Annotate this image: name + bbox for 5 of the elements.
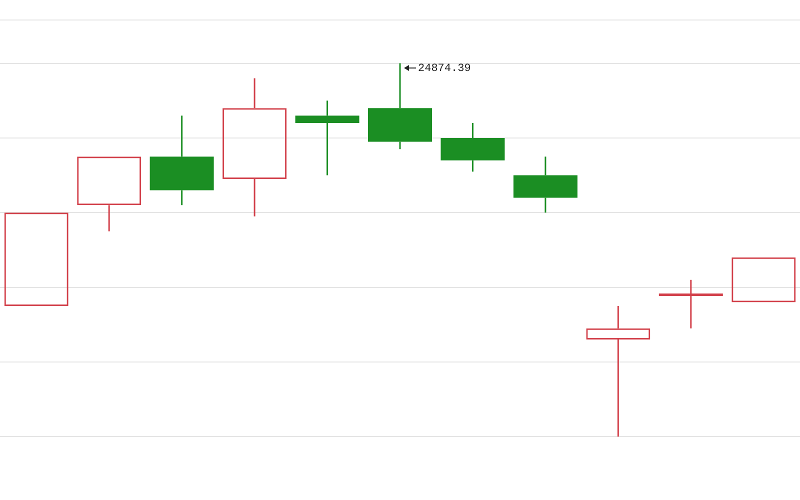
annotation: 24874.39 [418, 63, 471, 76]
candlestick [150, 114, 214, 206]
candlestick [513, 156, 578, 214]
candlestick [295, 100, 360, 176]
candlestick [440, 122, 505, 172]
